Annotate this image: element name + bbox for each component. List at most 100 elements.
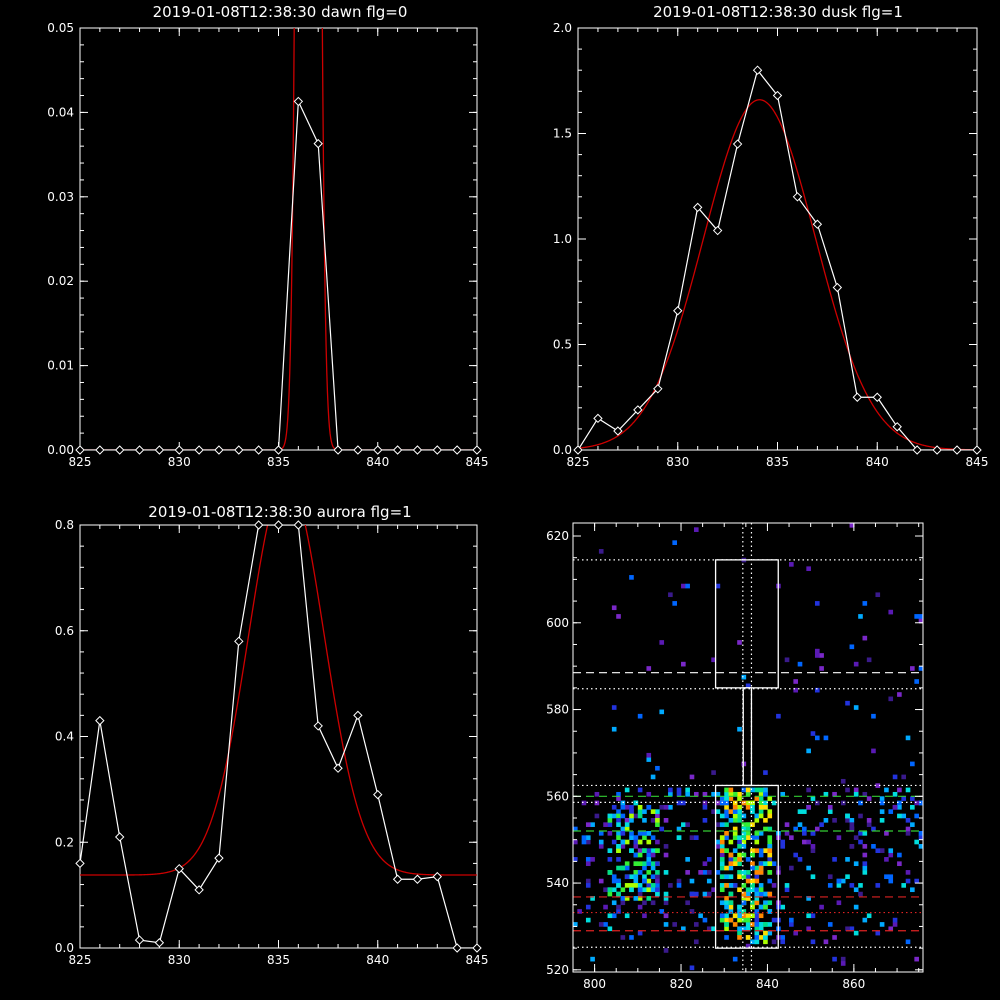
- image-pixel: [806, 839, 811, 845]
- image-pixel: [637, 839, 643, 845]
- image-pixel: [741, 913, 747, 919]
- dusk-data-point: [752, 65, 763, 75]
- image-pixel: [737, 913, 742, 919]
- image-pixel: [715, 583, 721, 589]
- image-pixel: [616, 909, 621, 914]
- image-pixel: [590, 956, 595, 962]
- image-pixel: [607, 857, 613, 862]
- image-pixel: [685, 787, 690, 793]
- image-pixel: [888, 609, 894, 615]
- image-pixel: [918, 666, 923, 671]
- image-pixel: [758, 787, 764, 793]
- dusk-data-point: [892, 422, 902, 432]
- image-pixel: [784, 887, 790, 893]
- dusk-xtick-label: 835: [766, 455, 789, 469]
- image-pixel: [663, 870, 669, 875]
- image-pixel: [685, 791, 690, 797]
- image-pixel: [849, 817, 855, 823]
- image-pixel: [914, 813, 919, 819]
- dawn-ytick-label: 0.04: [47, 105, 74, 119]
- image-pixel: [702, 891, 708, 897]
- dawn-frame: [79, 27, 478, 451]
- image-pixel: [888, 874, 894, 880]
- aurora-xtick-label: 835: [267, 953, 290, 967]
- image-pixel: [702, 791, 708, 797]
- image-pixel: [871, 748, 876, 754]
- image-pixel: [624, 787, 630, 793]
- image-pixel: [732, 835, 738, 840]
- image-pixel: [620, 865, 626, 871]
- image-pixel: [620, 900, 626, 906]
- image-pixel: [905, 826, 911, 832]
- image-pixel: [767, 826, 773, 832]
- image-pixel: [719, 917, 725, 923]
- image-pixel: [754, 900, 760, 906]
- dawn-data-point: [472, 445, 482, 455]
- image-pixel: [914, 878, 919, 884]
- image-pixel: [611, 804, 617, 810]
- image-pixel: [724, 848, 729, 854]
- dawn-data-point: [253, 445, 264, 455]
- aurora-ytick-label: 0.0: [55, 941, 74, 955]
- image-pixel: [862, 852, 868, 858]
- image-pixel: [758, 813, 764, 819]
- image-pixel: [611, 726, 617, 732]
- image-pixel: [910, 804, 915, 810]
- aurora-data-point: [333, 763, 343, 773]
- image-pixel: [655, 887, 660, 893]
- image-pixel: [737, 844, 742, 849]
- image-pixel: [685, 870, 690, 875]
- image-pixel: [663, 852, 669, 858]
- aurora-axes: 825 830 835 840 845 0.0 0.2 0.4 0.6 0.8: [55, 518, 489, 967]
- image-pixel: [611, 813, 617, 819]
- image-pixel: [767, 878, 773, 884]
- image-pixel: [624, 913, 630, 919]
- dusk-xtick-label: 830: [666, 455, 689, 469]
- dusk-xtick-label: 825: [567, 455, 590, 469]
- dawn-ytick-label: 0.00: [47, 443, 74, 457]
- image-pixel: [750, 865, 755, 871]
- image-pixel: [728, 883, 734, 888]
- image-pixel: [629, 817, 634, 823]
- image-pixel: [655, 809, 660, 814]
- image-pixel: [892, 917, 898, 923]
- image-pixel: [637, 930, 643, 936]
- image-pixel: [655, 874, 660, 880]
- image-pixel: [858, 831, 863, 836]
- dawn-data-point: [452, 445, 462, 455]
- aurora-ytick-label: 0.6: [55, 624, 74, 638]
- image-xtick-label: 820: [670, 977, 693, 991]
- image-pixel: [646, 857, 652, 862]
- image-pixel: [758, 870, 764, 875]
- image-pixel: [875, 783, 881, 788]
- image-pixel: [732, 956, 738, 962]
- aurora-data-point: [174, 863, 184, 874]
- image-plot-area: [573, 523, 923, 971]
- image-pixel: [728, 857, 734, 862]
- image-pixel: [728, 817, 734, 823]
- image-pixel: [797, 661, 803, 667]
- image-pixel: [858, 839, 863, 845]
- image-pixel: [763, 861, 768, 867]
- aurora-data-point: [214, 853, 224, 863]
- image-pixel: [862, 791, 868, 797]
- image-pixel: [745, 870, 751, 875]
- image-pixel: [629, 935, 634, 940]
- image-pixel: [810, 939, 816, 945]
- image-pixel: [754, 787, 760, 793]
- image-pixel: [840, 778, 846, 784]
- image-pixel: [702, 870, 708, 875]
- dawn-data-line: [80, 101, 477, 450]
- image-pixel: [750, 878, 755, 884]
- dusk-data-point: [633, 405, 643, 415]
- image-pixel: [637, 713, 643, 719]
- aurora-data-point: [114, 832, 125, 842]
- image-pixel: [780, 935, 786, 940]
- image-pixel: [668, 804, 673, 810]
- dusk-xtick-label: 840: [866, 455, 889, 469]
- image-pixel: [862, 844, 868, 849]
- image-pixel: [629, 575, 634, 580]
- dawn-data-point: [432, 445, 443, 455]
- image-pixel: [806, 865, 811, 871]
